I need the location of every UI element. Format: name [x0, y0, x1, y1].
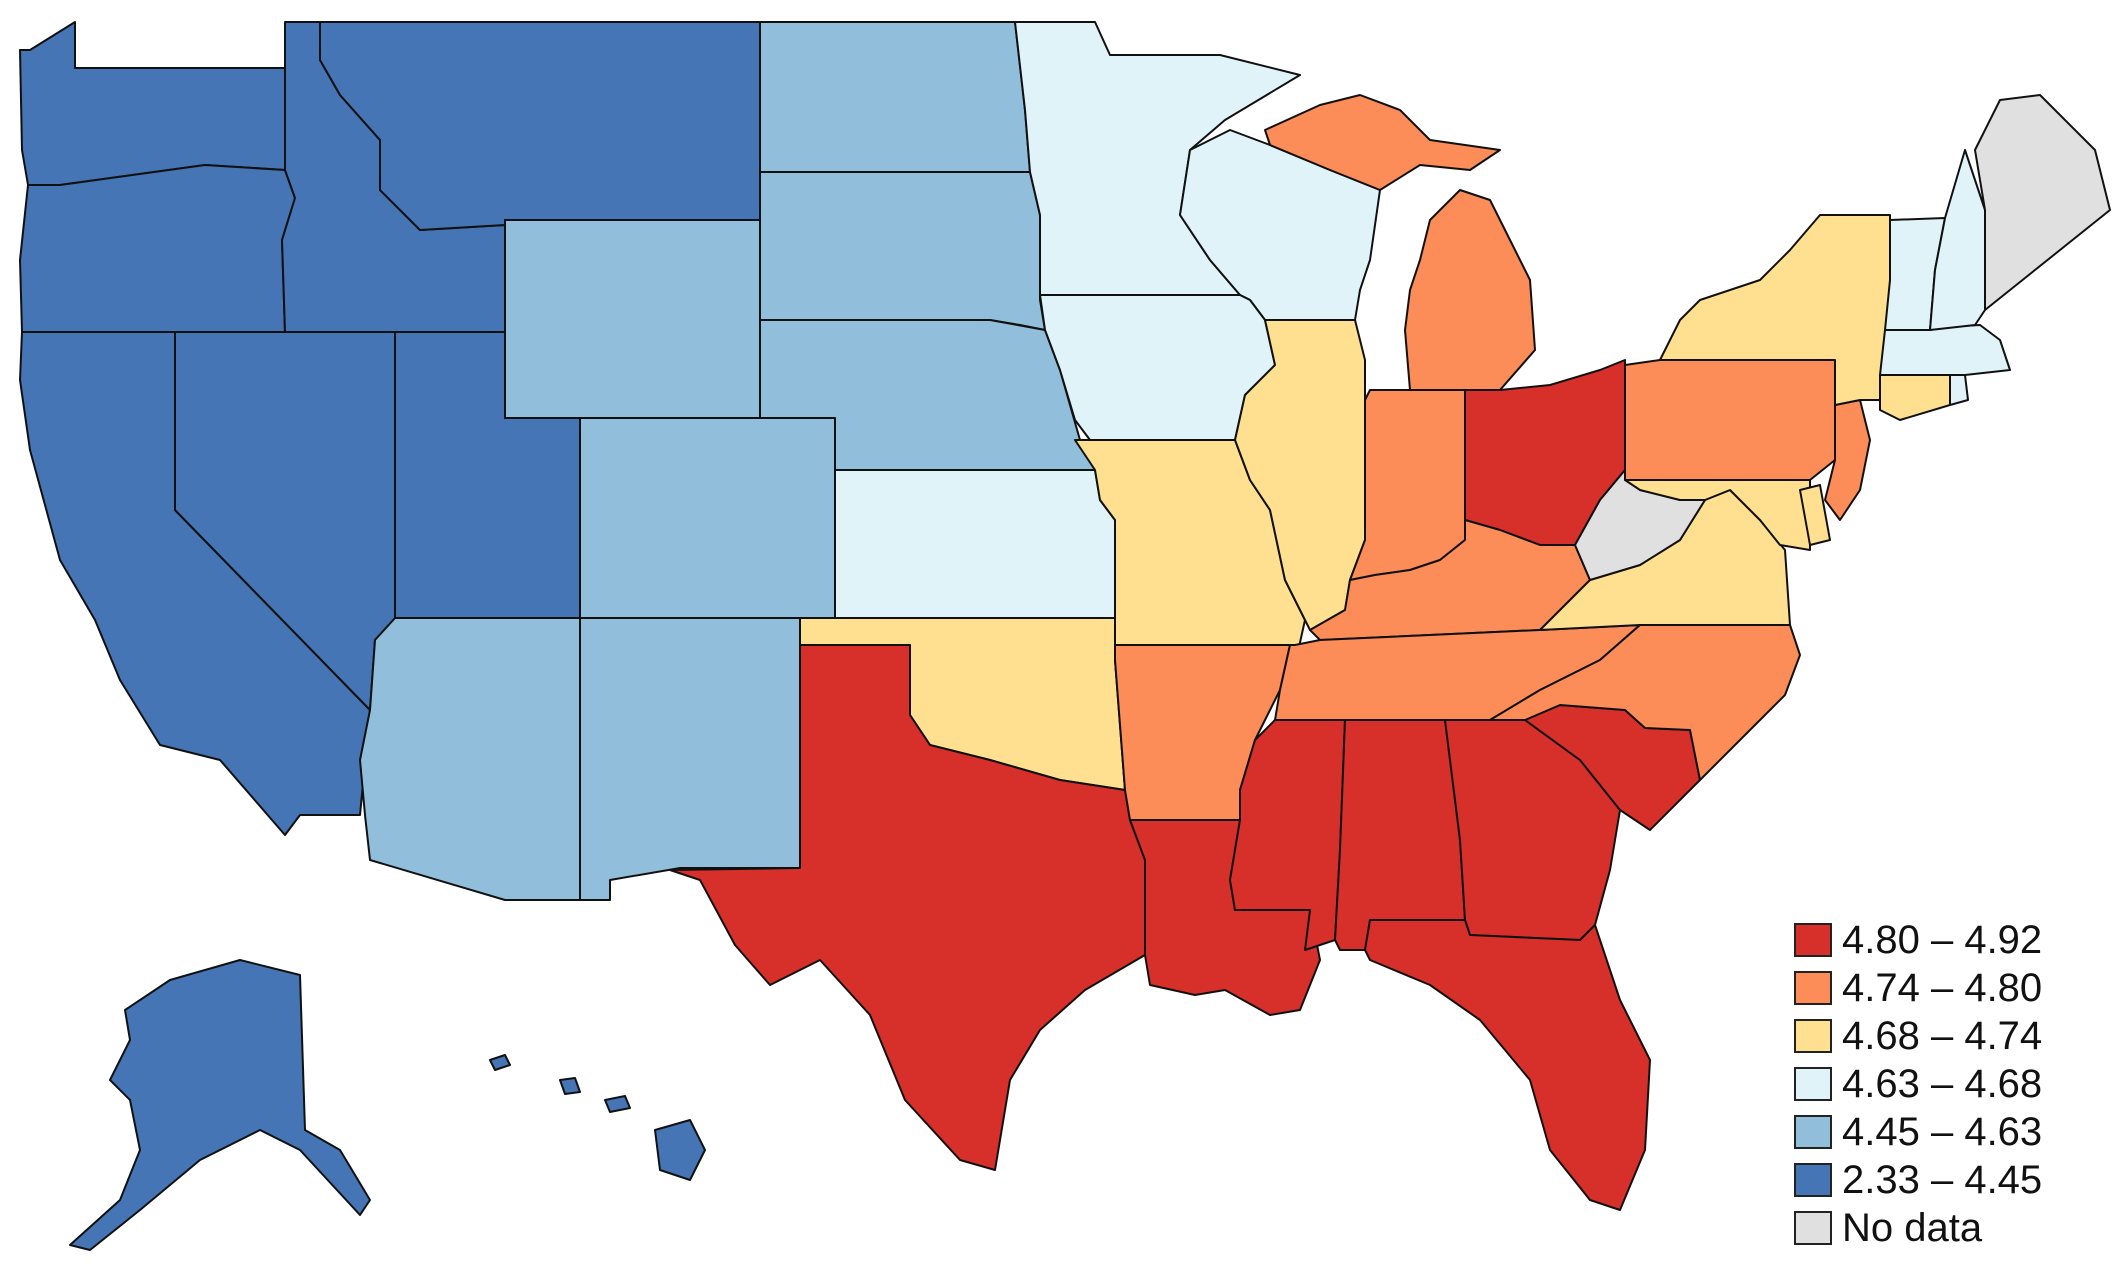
- legend-swatch: [1794, 971, 1832, 1005]
- state-NM: [579, 617, 801, 901]
- state-NY: [1659, 214, 1891, 406]
- state-KS: [834, 469, 1116, 619]
- legend-label: 4.45 – 4.63: [1842, 1110, 2043, 1154]
- state-TX: [669, 644, 1146, 1171]
- legend: 4.80 – 4.92 4.74 – 4.80 4.68 – 4.74 4.63…: [1794, 916, 2042, 1252]
- legend-label: 4.63 – 4.68: [1842, 1062, 2043, 1106]
- state-WA: [19, 21, 286, 186]
- state-NH: [1929, 149, 1986, 331]
- state-FL: [1364, 919, 1651, 1211]
- legend-label: 4.68 – 4.74: [1842, 1014, 2043, 1058]
- state-MA: [1879, 324, 2011, 376]
- legend-item: No data: [1794, 1204, 2042, 1252]
- state-DE: [1799, 484, 1831, 546]
- state-NJ: [1824, 399, 1871, 521]
- legend-item: 4.63 – 4.68: [1794, 1060, 2042, 1108]
- legend-swatch: [1794, 1019, 1832, 1053]
- legend-item: 4.45 – 4.63: [1794, 1108, 2042, 1156]
- state-AK: [69, 959, 371, 1251]
- state-IL: [1234, 319, 1366, 631]
- legend-item: 4.68 – 4.74: [1794, 1012, 2042, 1060]
- legend-label: 4.74 – 4.80: [1842, 966, 2043, 1010]
- legend-swatch: [1794, 1163, 1832, 1197]
- state-AZ: [359, 617, 581, 901]
- state-ME: [1974, 94, 2111, 311]
- state-WY: [504, 219, 761, 419]
- state-CT: [1879, 374, 1951, 421]
- state-IN: [1349, 389, 1466, 581]
- state-RI: [1949, 374, 1969, 406]
- legend-swatch: [1794, 1067, 1832, 1101]
- state-CO: [579, 417, 836, 619]
- state-ND: [759, 21, 1031, 173]
- legend-swatch: [1794, 923, 1832, 957]
- legend-label: No data: [1842, 1206, 1983, 1250]
- state-PA: [1624, 359, 1841, 481]
- legend-swatch: [1794, 1211, 1832, 1245]
- legend-swatch: [1794, 1115, 1832, 1149]
- state-MI: [1264, 94, 1536, 391]
- legend-item: 4.80 – 4.92: [1794, 916, 2042, 964]
- state-AL: [1334, 719, 1466, 951]
- state-OR: [19, 164, 296, 333]
- state-SD: [759, 171, 1046, 331]
- legend-item: 2.33 – 4.45: [1794, 1156, 2042, 1204]
- legend-item: 4.74 – 4.80: [1794, 964, 2042, 1012]
- state-NC: [1489, 624, 1801, 781]
- legend-label: 2.33 – 4.45: [1842, 1158, 2043, 1202]
- legend-label: 4.80 – 4.92: [1842, 918, 2043, 962]
- state-HI: [489, 1054, 706, 1181]
